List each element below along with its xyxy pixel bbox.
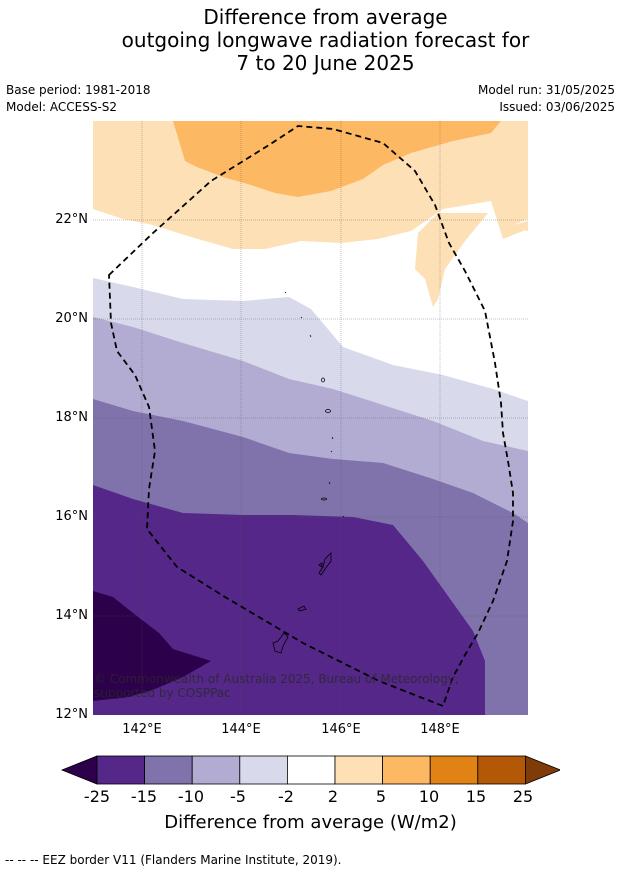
cbar-tick-15: 15 <box>465 787 487 806</box>
cbar-arrow-low <box>60 755 98 785</box>
model-run: Model run: 31/05/2025 <box>477 83 615 97</box>
lon-label-142e: 142°E <box>122 722 162 737</box>
lon-label-144e: 144°E <box>221 722 261 737</box>
anomaly-map <box>93 121 528 715</box>
cbar-segment <box>191 755 241 785</box>
island-saipan-tinian <box>318 552 332 576</box>
meta-left: Base period: 1981-2018 Model: ACCESS-S2 <box>6 82 151 116</box>
cbar-arrow-high <box>525 755 560 785</box>
island-anatahan <box>325 409 331 413</box>
colorbar <box>60 755 560 785</box>
lat-label-18n: 18°N <box>55 410 88 425</box>
cbar-tick-25: 25 <box>512 787 534 806</box>
cbar-segment <box>144 755 193 785</box>
lat-label-16n: 16°N <box>55 509 88 524</box>
title-line-3: 7 to 20 June 2025 <box>236 51 415 75</box>
island-rota <box>297 605 307 612</box>
island-pagan <box>330 450 333 453</box>
eez-border <box>108 125 514 708</box>
lon-label-146e: 146°E <box>321 722 361 737</box>
island-alamagan <box>331 436 334 440</box>
island-agrihan <box>328 481 331 485</box>
island-farallon-medinilla <box>321 497 327 501</box>
lat-label-14n: 14°N <box>55 608 88 623</box>
gridlines <box>93 121 528 715</box>
base-period: Base period: 1981-2018 <box>6 83 151 97</box>
cbar-segment <box>239 755 288 785</box>
model-name: Model: ACCESS-S2 <box>6 100 118 114</box>
island-guam <box>272 632 289 654</box>
copyright-notice: © Commonwealth of Australia 2025, Bureau… <box>94 672 459 700</box>
map-title: Difference from average outgoing longwav… <box>0 6 621 75</box>
cbar-segment <box>477 755 526 785</box>
cbar-tick-minus-15: -15 <box>130 787 158 806</box>
cbar-segment <box>429 755 479 785</box>
band-plus-2-lobe <box>491 201 528 239</box>
colorbar-title: Difference from average (W/m2) <box>164 812 457 833</box>
cbar-tick-minus-2: -2 <box>278 787 294 806</box>
band-plus-2-tongue <box>415 213 488 307</box>
island-uracas <box>284 291 287 294</box>
cbar-segment <box>382 755 431 785</box>
cbar-segment <box>334 755 383 785</box>
band-below-minus-25 <box>93 591 211 701</box>
cbar-tick-minus-25: -25 <box>83 787 111 806</box>
title-line-2: outgoing longwave radiation forecast for <box>121 28 530 52</box>
island-maug <box>300 316 303 319</box>
band-plus-5-to-10 <box>173 121 501 197</box>
island-sarigan <box>321 377 325 383</box>
island-aguijan <box>318 562 323 568</box>
cbar-tick-minus-5: -5 <box>230 787 246 806</box>
cbar-tick-5: 5 <box>375 787 387 806</box>
issued-date: Issued: 03/06/2025 <box>499 100 615 114</box>
lat-label-20n: 20°N <box>55 311 88 326</box>
islands <box>272 291 345 654</box>
map-panel <box>93 121 528 715</box>
cbar-tick-2: 2 <box>327 787 339 806</box>
cbar-segment <box>286 755 336 785</box>
island-asuncion <box>309 334 312 338</box>
lon-label-148e: 148°E <box>420 722 460 737</box>
cbar-segment <box>96 755 145 785</box>
title-line-1: Difference from average <box>203 5 448 29</box>
cbar-tick-10: 10 <box>418 787 440 806</box>
cbar-tick-minus-10: -10 <box>177 787 205 806</box>
island-guguan <box>342 515 345 518</box>
meta-right: Model run: 31/05/2025 Issued: 03/06/2025 <box>478 82 615 116</box>
lat-label-22n: 22°N <box>55 212 88 227</box>
lat-label-12n: 12°N <box>55 707 88 722</box>
eez-footnote: -- -- -- EEZ border V11 (Flanders Marine… <box>5 853 342 867</box>
